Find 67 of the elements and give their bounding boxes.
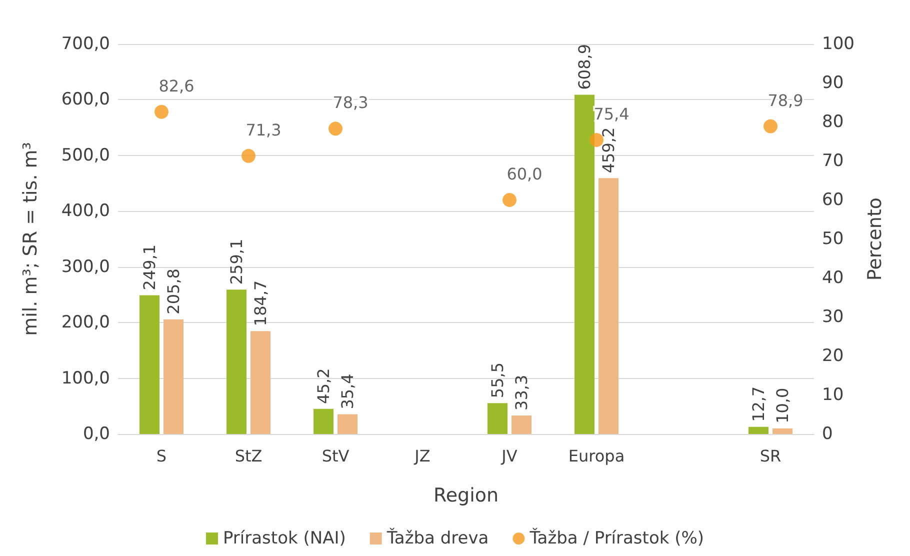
x-tick-label: JV (500, 446, 518, 466)
legend-label: Prírastok (NAI) (222, 528, 346, 548)
y-tick-label: 300,0 (61, 256, 110, 277)
bar (164, 319, 184, 434)
y2-tick-label: 20 (822, 346, 844, 366)
data-label: 60,0 (506, 164, 542, 184)
y-tick-label: 500,0 (61, 145, 110, 166)
x-tick-label: Europa (568, 446, 625, 466)
x-axis-title: Region (433, 484, 499, 506)
y2-tick-label: 10 (822, 385, 844, 405)
bar (598, 178, 618, 434)
data-label: 184,7 (251, 280, 270, 326)
data-label: 12,7 (749, 386, 768, 422)
x-tick-label: JZ (414, 446, 430, 466)
y-tick-label: 100,0 (61, 368, 110, 388)
y-tick-label: 0,0 (82, 424, 110, 444)
data-label: 249,1 (140, 244, 159, 290)
data-label: 78,3 (332, 93, 368, 112)
bar (772, 428, 792, 434)
y-tick-label: 400,0 (61, 201, 110, 222)
legend-label: Ťažba / Prírastok (%) (528, 528, 704, 548)
bar (314, 408, 334, 434)
data-label: 82,6 (158, 76, 194, 96)
bar (574, 94, 594, 434)
bar (250, 331, 270, 434)
y2-tick-label: 50 (822, 229, 844, 249)
data-label: 71,3 (246, 120, 282, 140)
y-axis-title: mil. m³; SR = tis. m³ (20, 142, 42, 336)
bar (338, 414, 358, 434)
y2-tick-label: 40 (822, 268, 844, 288)
data-label: 75,4 (594, 104, 630, 124)
y-tick-label: 600,0 (61, 90, 110, 110)
data-label: 55,5 (488, 362, 507, 398)
bar (748, 426, 768, 434)
data-label: 10,0 (773, 388, 792, 424)
x-tick-label: StV (322, 446, 350, 466)
data-label: 78,9 (768, 90, 804, 110)
y2-axis-title: Percento (864, 197, 886, 281)
bar (226, 290, 246, 434)
bar (512, 415, 532, 434)
data-label: 608,9 (575, 44, 594, 90)
y2-tick-label: 70 (822, 151, 844, 171)
point (154, 104, 168, 119)
bar (488, 403, 508, 434)
y2-tick-label: 60 (822, 190, 844, 210)
bar (140, 295, 160, 434)
point (764, 119, 778, 134)
point (328, 122, 342, 136)
x-tick-label: S (156, 446, 167, 466)
y2-tick-label: 30 (822, 307, 844, 327)
x-tick-label: SR (760, 446, 782, 466)
y2-tick-label: 90 (822, 73, 844, 93)
data-label: 459,2 (599, 127, 618, 174)
data-label: 259,1 (227, 238, 246, 285)
point (502, 193, 516, 207)
y2-tick-label: 100 (822, 34, 854, 54)
point (242, 148, 256, 163)
legend-label: Ťažba dreva (386, 528, 489, 548)
data-label: 45,2 (314, 368, 333, 404)
data-label: 205,8 (164, 268, 183, 314)
data-label: 35,4 (338, 374, 357, 410)
y2-tick-label: 80 (822, 112, 844, 132)
y-tick-label: 700,0 (61, 34, 110, 54)
y2-tick-label: 0 (822, 424, 833, 444)
x-tick-label: StZ (234, 446, 262, 466)
data-label: 33,3 (512, 374, 531, 410)
y-tick-label: 200,0 (61, 312, 110, 333)
